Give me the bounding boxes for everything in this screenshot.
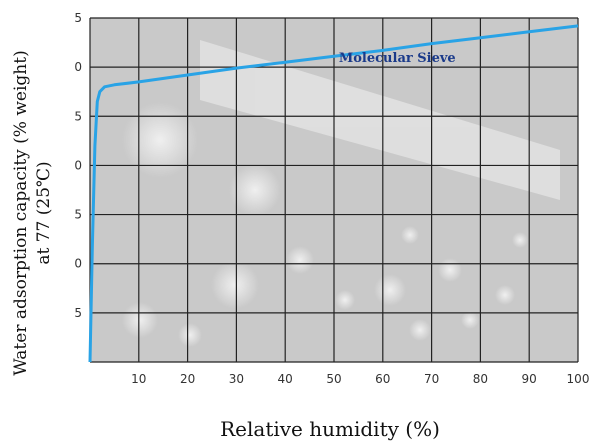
y-axis-title: Water adsorption capacity (% weight) [11, 50, 31, 375]
x-axis-title: Relative humidity (%) [220, 417, 440, 441]
x-tick-label: 70 [424, 372, 439, 386]
series-annotation: Molecular Sieve [339, 51, 456, 66]
grid [89, 17, 579, 363]
y-tick-label: 0 [74, 158, 82, 172]
y-axis-subtitle: at 77 (25℃) [34, 161, 54, 264]
y-tick-label: 5 [74, 109, 82, 123]
x-tick-label: 30 [229, 372, 244, 386]
y-tick-label: 0 [74, 60, 82, 74]
y-tick-label: 5 [74, 208, 82, 222]
y-tick-label: 0 [74, 257, 82, 271]
x-tick-label: 90 [522, 372, 537, 386]
x-tick-label: 50 [326, 372, 341, 386]
y-tick-label: 5 [74, 11, 82, 25]
x-tick-label: 60 [375, 372, 390, 386]
series-line-molecular-sieve [88, 24, 579, 363]
x-tick-label: 10 [131, 372, 146, 386]
x-tick-label: 40 [278, 372, 293, 386]
y-tick-labels: 5 0 5 0 5 0 5 [74, 11, 82, 320]
plot-area [88, 17, 579, 363]
x-tick-label: 80 [473, 372, 488, 386]
background-photo [122, 40, 560, 347]
x-tick-labels: 10 20 30 40 50 60 70 80 90 100 [131, 372, 589, 386]
y-tick-label: 5 [74, 306, 82, 320]
x-tick-label: 20 [180, 372, 195, 386]
x-tick-label: 100 [567, 372, 590, 386]
